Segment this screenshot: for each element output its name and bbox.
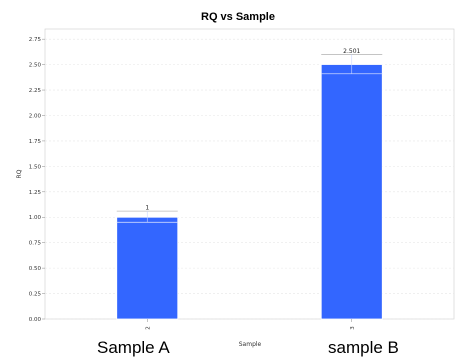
y-tick-label: 0.75 [29,241,42,247]
y-tick-label: 1.25 [29,190,42,196]
y-tick-label: 1.00 [29,215,42,221]
y-tick-label: 1.50 [29,164,42,170]
x-tick-label: 3 [350,326,356,330]
y-tick-label: 2.50 [29,63,42,69]
bar [320,64,383,320]
grid-lines [45,38,454,320]
data-label: 1 [145,205,149,212]
y-tick-label: 1.75 [29,139,42,145]
sample-b-label: sample B [328,338,399,357]
bars: 1 2.501 [116,48,383,320]
x-tick-label: 2 [145,326,151,330]
x-axis-label: Sample [239,341,262,348]
y-tick-label: 0.50 [29,266,42,272]
plot-area [44,28,455,320]
bar [116,216,179,320]
y-tick-label: 2.75 [29,37,42,43]
y-tick-label: 2.25 [29,88,42,94]
data-label: 2.501 [343,48,360,55]
y-tick-label: 0.25 [29,292,42,298]
y-tick-label: 2.00 [29,113,42,119]
chart-title: RQ vs Sample [201,11,275,23]
y-axis-ticks: 0.00 0.25 0.50 0.75 1.00 1.25 1.50 1.75 2.00 2.25… [29,37,45,323]
y-tick-label: 0.00 [29,317,42,323]
sample-a-label: Sample A [97,338,170,357]
y-axis-label: RQ [16,169,23,178]
